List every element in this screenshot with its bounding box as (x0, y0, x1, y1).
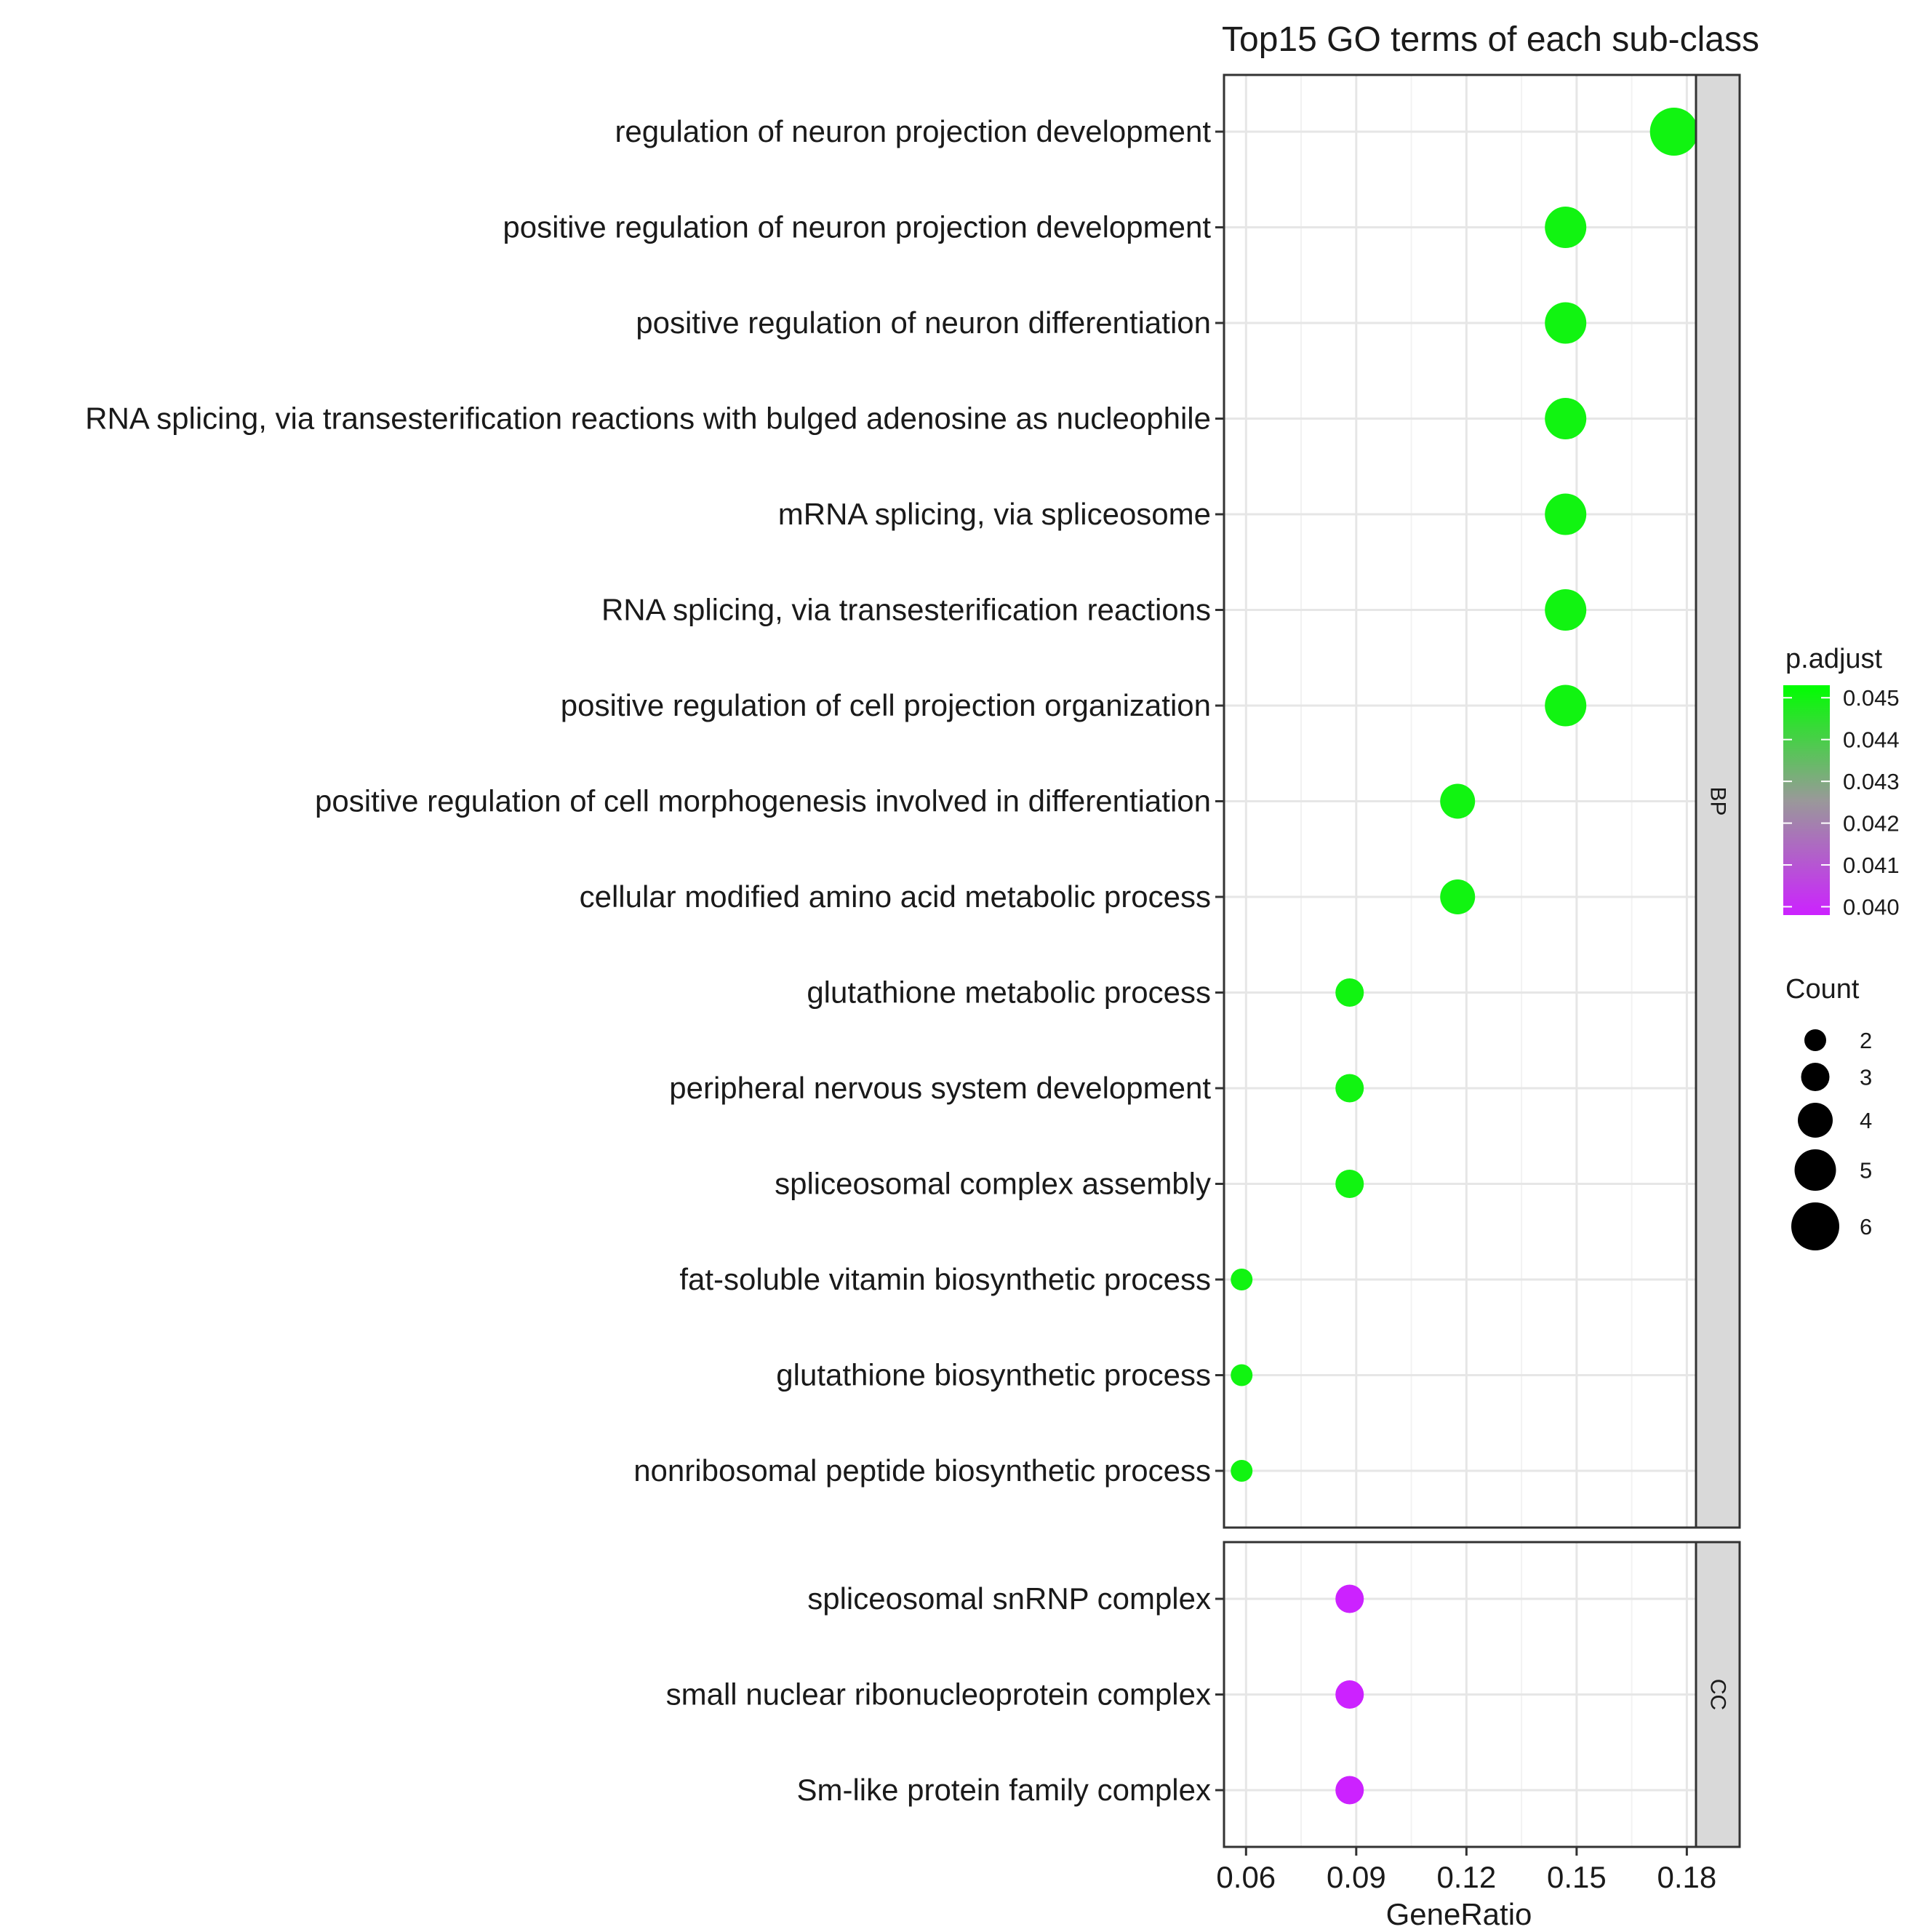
y-tick-label: positive regulation of cell projection o… (561, 688, 1211, 722)
facet-strip (1695, 73, 1741, 1529)
y-tick-label: glutathione biosynthetic process (776, 1358, 1211, 1392)
y-tick-label: small nuclear ribonucleoprotein complex (666, 1677, 1211, 1712)
dot-positive-regulation-of-cell-morphogenesis-involved-in-differentiation (1440, 783, 1476, 819)
x-tick-label: 0.18 (1657, 1860, 1716, 1894)
y-tick-label: Sm-like protein family complex (796, 1773, 1211, 1807)
y-tick-label: spliceosomal complex assembly (775, 1167, 1211, 1201)
y-tick-label: spliceosomal snRNP complex (807, 1581, 1211, 1616)
count-legend-label: 6 (1860, 1214, 1872, 1240)
count-legend-label: 3 (1860, 1065, 1872, 1090)
facet-strip-label-cc: CC (1706, 1679, 1730, 1710)
facet-strip-label-bp: BP (1706, 786, 1730, 815)
y-tick-label: peripheral nervous system development (669, 1071, 1211, 1105)
count-legend-label: 5 (1860, 1158, 1872, 1183)
facet-panel-cc: spliceosomal snRNP complex small nuclear … (666, 1541, 1741, 1848)
facet-panels: regulation of neuron projection developm… (85, 73, 1741, 1848)
y-tick-label: positive regulation of neuron differenti… (636, 306, 1211, 340)
count-legend-dot (1798, 1103, 1833, 1138)
colorbar-tick-label: 0.040 (1843, 895, 1900, 920)
count-legend-label: 2 (1860, 1028, 1872, 1053)
dot-peripheral-nervous-system-development (1335, 1074, 1364, 1103)
x-axis-title: GeneRatio (1386, 1897, 1532, 1931)
dot-positive-regulation-of-neuron-projection-development (1545, 207, 1587, 248)
dot-rna-splicing-via-transesterification-reactions (1545, 589, 1587, 631)
dot-spliceosomal-snrnp-complex (1335, 1584, 1364, 1613)
x-axis: 0.06 0.09 0.12 0.15 0.18 (1216, 1847, 1716, 1894)
x-tick-label: 0.15 (1547, 1860, 1607, 1894)
colorbar-tick-label: 0.044 (1843, 727, 1900, 753)
y-tick-label: RNA splicing, via transesterification re… (85, 402, 1211, 436)
x-tick-label: 0.09 (1327, 1860, 1386, 1894)
count-legend-dot (1794, 1149, 1836, 1191)
p-adjust-legend-title: p.adjust (1785, 644, 1883, 674)
y-tick-label: nonribosomal peptide biosynthetic proces… (633, 1453, 1211, 1488)
facet-strip (1695, 1541, 1741, 1848)
dot-spliceosomal-complex-assembly (1335, 1170, 1364, 1198)
dot-glutathione-metabolic-process (1335, 978, 1364, 1007)
dot-positive-regulation-of-cell-projection-organization (1545, 684, 1587, 727)
dot-fat-soluble-vitamin-biosynthetic-process (1231, 1269, 1253, 1290)
p-adjust-colorbar (1783, 685, 1830, 915)
colorbar-tick-label: 0.043 (1843, 769, 1900, 794)
count-legend-title: Count (1785, 974, 1860, 1005)
y-tick-label: glutathione metabolic process (807, 975, 1211, 1010)
y-tick-label: RNA splicing, via transesterification re… (601, 593, 1211, 627)
dot-mrna-splicing-via-spliceosome (1545, 493, 1587, 535)
count-legend-dot (1804, 1029, 1826, 1051)
facet-panel-bp: regulation of neuron projection developm… (85, 73, 1741, 1529)
p-adjust-legend: p.adjust 0.045 0.044 0.043 0.042 0.041 0.040 (1783, 644, 1900, 920)
y-tick-label: positive regulation of cell morphogenesi… (315, 784, 1211, 818)
y-tick-label: mRNA splicing, via spliceosome (778, 497, 1211, 531)
colorbar-tick-label: 0.042 (1843, 811, 1900, 837)
y-tick-label: fat-soluble vitamin biosynthetic process (679, 1262, 1211, 1296)
dot-rna-splicing-via-transesterification-reactions-with-bulged-adenosine-as-nucleophile (1545, 398, 1587, 439)
count-legend-dot (1801, 1063, 1830, 1091)
dot-cellular-modified-amino-acid-metabolic-process (1440, 879, 1476, 914)
y-tick-label: positive regulation of neuron projection… (503, 210, 1211, 244)
count-legend-dot (1791, 1202, 1839, 1250)
colorbar-tick-label: 0.045 (1843, 685, 1900, 711)
x-tick-label: 0.12 (1436, 1860, 1496, 1894)
x-tick-label: 0.06 (1216, 1860, 1276, 1894)
colorbar-tick-label: 0.041 (1843, 853, 1900, 878)
chart-title: Top15 GO terms of each sub-class (1222, 20, 1759, 59)
dot-nonribosomal-peptide-biosynthetic-process (1231, 1460, 1253, 1482)
count-legend-label: 4 (1860, 1108, 1872, 1133)
dot-small-nuclear-ribonucleoprotein-complex (1335, 1680, 1364, 1709)
dot-regulation-of-neuron-projection-development (1649, 108, 1698, 156)
dot-glutathione-biosynthetic-process (1231, 1364, 1253, 1386)
count-legend: Count 2 3 4 5 6 (1785, 974, 1872, 1250)
dot-sm-like-protein-family-complex (1335, 1776, 1364, 1805)
y-tick-label: cellular modified amino acid metabolic p… (580, 879, 1211, 914)
dot-positive-regulation-of-neuron-differentiation (1545, 302, 1587, 344)
y-tick-label: regulation of neuron projection developm… (615, 114, 1211, 148)
